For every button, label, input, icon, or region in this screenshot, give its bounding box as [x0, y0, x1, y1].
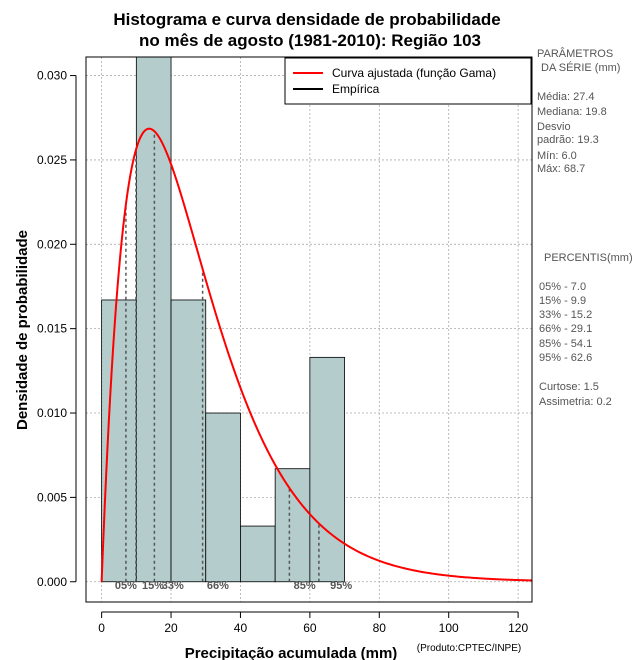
param-mean: Média: 27.4 — [537, 91, 594, 103]
y-tick-label: 0.005 — [37, 490, 67, 504]
percentile-15: 15% - 9.9 — [539, 295, 586, 307]
percentile-95: 95% - 62.6 — [539, 352, 592, 364]
percentile-label: 85% — [294, 580, 316, 592]
histogram-bar — [135, 56, 172, 583]
y-tick-label: 0.000 — [37, 575, 67, 589]
x-tick-label: 80 — [373, 621, 387, 635]
y-tick-label: 0.025 — [37, 153, 67, 167]
x-axis-title: Precipitação acumulada (mm) — [185, 645, 398, 660]
histogram-bar — [309, 356, 345, 583]
parameters-title-line-1: PARÂMETROS — [537, 47, 613, 60]
y-axis: 0.000 0.005 0.010 0.015 0.020 0.025 0.030 — [37, 69, 77, 589]
legend-label-curve: Curva ajustada (função Gama) — [332, 66, 496, 80]
histogram-bar — [170, 299, 207, 583]
histogram-bar — [101, 299, 137, 583]
percentile-label: 95% — [330, 580, 352, 592]
y-tick-label: 0.015 — [37, 322, 67, 336]
percentile-66: 66% - 29.1 — [539, 323, 592, 335]
percentile-label: 66% — [207, 580, 229, 592]
percentiles-title: PERCENTIS(mm) — [544, 252, 633, 264]
chart-title-line-1: Histograma e curva densidade de probabil… — [113, 10, 500, 29]
x-tick-label: 120 — [508, 621, 528, 635]
percentile-markers — [125, 131, 320, 582]
param-median: Mediana: 19.8 — [537, 106, 607, 118]
chart-title-line-2: no mês de agosto (1981-2010): Região 103 — [139, 31, 481, 50]
legend: Curva ajustada (função Gama) Empírica — [284, 57, 532, 105]
y-tick-label: 0.010 — [37, 406, 67, 420]
param-min: Mín: 6.0 — [537, 150, 577, 162]
percentile-label: 15% — [142, 580, 164, 592]
param-max: Máx: 68.7 — [537, 163, 585, 175]
percentile-33: 33% - 15.2 — [539, 309, 592, 321]
percentile-labels: 05% 15%33% 66% 85% 95% — [115, 580, 352, 592]
percentile-05: 05% - 7.0 — [539, 281, 586, 293]
param-stddev-value: padrão: 19.3 — [537, 134, 599, 146]
fitted-curve-layer — [100, 127, 533, 582]
x-tick-label: 20 — [164, 621, 178, 635]
parameters-title-line-2: DA SÉRIE (mm) — [541, 61, 620, 74]
legend-label-empirical: Empírica — [332, 82, 380, 96]
percentile-label: 33% — [162, 580, 184, 592]
x-tick-label: 0 — [98, 621, 105, 635]
percentile-85: 85% - 54.1 — [539, 338, 592, 350]
legend-box — [284, 57, 532, 105]
x-tick-label: 60 — [303, 621, 317, 635]
percentile-label: 05% — [115, 580, 137, 592]
stat-skewness: Assimetria: 0.2 — [539, 396, 612, 408]
credit-text: (Produto:CPTEC/INPE) — [417, 643, 521, 654]
x-tick-label: 40 — [234, 621, 248, 635]
x-axis: 0 20 40 60 80 100 120 — [98, 611, 528, 635]
plot-frame — [85, 56, 533, 603]
histogram-bar — [205, 412, 241, 583]
y-tick-label: 0.020 — [37, 237, 67, 251]
y-axis-title: Densidade de probabilidade — [14, 230, 31, 430]
histogram-bar — [240, 525, 276, 583]
x-tick-label: 100 — [439, 621, 459, 635]
y-tick-label: 0.030 — [37, 69, 67, 83]
fitted-gamma-curve — [100, 127, 533, 582]
side-panel: PARÂMETROS DA SÉRIE (mm) Média: 27.4 Med… — [537, 47, 633, 408]
histogram-bar — [274, 468, 311, 583]
histogram-bars — [101, 56, 345, 583]
stat-kurtosis: Curtose: 1.5 — [539, 381, 599, 393]
param-stddev-label: Desvio — [537, 121, 571, 133]
